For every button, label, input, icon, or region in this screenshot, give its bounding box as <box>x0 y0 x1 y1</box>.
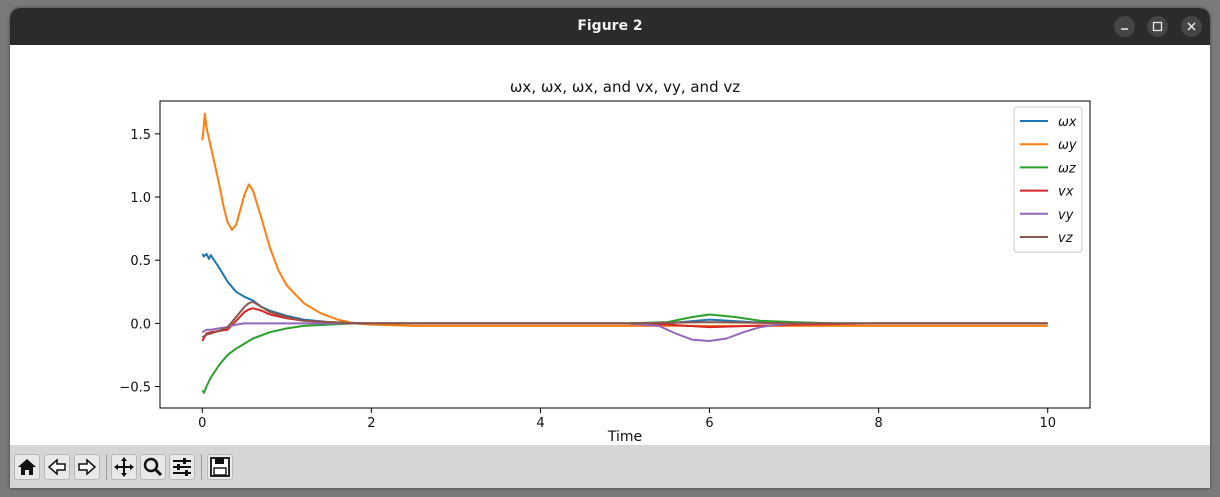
x-tick-label: 6 <box>705 416 713 431</box>
legend-label: ωz <box>1058 161 1077 176</box>
y-tick-label: 0.0 <box>130 317 151 332</box>
line-chart: ωx, ωx, ωx, and vx, vy, and vz 0 2 4 6 8 10 −0… <box>119 78 1091 445</box>
y-tick-label: 1.0 <box>130 191 151 206</box>
minimize-button[interactable] <box>1114 16 1135 37</box>
save-floppy-icon <box>210 457 230 477</box>
minimize-icon <box>1121 28 1128 30</box>
x-tick-label: 10 <box>1039 416 1056 431</box>
toolbar-separator <box>106 454 107 480</box>
figure-window: Figure 2 ωx, ωx, ωx, and vx, vy, and vz … <box>10 8 1210 488</box>
maximize-icon <box>1152 21 1163 32</box>
forward-button[interactable] <box>74 454 100 480</box>
pan-button[interactable] <box>111 454 137 480</box>
home-icon <box>18 459 36 475</box>
series-line-1 <box>201 252 1048 325</box>
configure-subplots-icon <box>173 458 191 476</box>
zoom-button[interactable] <box>140 454 166 480</box>
save-button[interactable] <box>207 454 233 480</box>
chart-title: ωx, ωx, ωx, and vx, vy, and vz <box>510 78 740 96</box>
navigation-toolbar <box>10 445 1210 488</box>
title-bar[interactable]: Figure 2 <box>10 8 1210 45</box>
y-tick-label: −0.5 <box>119 381 151 396</box>
zoom-magnifier-icon <box>143 457 163 477</box>
legend-label: vx <box>1058 185 1074 200</box>
home-button[interactable] <box>14 454 40 480</box>
x-tick-label: 2 <box>367 416 375 431</box>
forward-arrow-icon <box>78 458 97 476</box>
plot-canvas[interactable]: ωx, ωx, ωx, and vx, vy, and vz 0 2 4 6 8 10 −0… <box>10 45 1210 445</box>
series-line-6 <box>201 300 1048 339</box>
series-line-2 <box>201 112 1048 327</box>
window-title: Figure 2 <box>577 18 643 34</box>
y-tick-label: 0.5 <box>130 254 151 269</box>
legend-label: vz <box>1058 231 1074 246</box>
maximize-button[interactable] <box>1147 16 1168 37</box>
close-button[interactable] <box>1181 16 1202 37</box>
y-tick-label: 1.5 <box>130 128 151 143</box>
close-icon <box>1187 22 1196 31</box>
legend-label: vy <box>1058 208 1074 223</box>
legend-label: ωy <box>1058 138 1077 153</box>
x-axis-label: Time <box>607 429 642 445</box>
toolbar-separator <box>201 454 202 480</box>
pan-move-icon <box>114 457 134 477</box>
back-arrow-icon <box>47 458 66 476</box>
back-button[interactable] <box>44 454 70 480</box>
x-tick-label: 4 <box>536 416 544 431</box>
legend: ωx ωy ωz vx vy vz <box>1013 106 1083 253</box>
legend-label: ωx <box>1058 115 1077 130</box>
configure-subplots-button[interactable] <box>169 454 195 480</box>
x-tick-label: 8 <box>874 416 882 431</box>
x-tick-label: 0 <box>198 416 206 431</box>
axes-frame <box>159 100 1091 409</box>
